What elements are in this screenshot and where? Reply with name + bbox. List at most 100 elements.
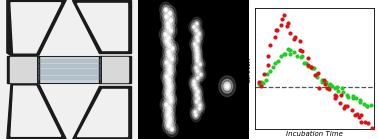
Circle shape bbox=[167, 53, 172, 58]
Point bbox=[345, 96, 352, 98]
Circle shape bbox=[165, 86, 173, 95]
Point bbox=[350, 95, 356, 97]
Circle shape bbox=[198, 70, 204, 79]
Point bbox=[256, 83, 262, 85]
Point bbox=[309, 66, 315, 69]
Circle shape bbox=[167, 26, 169, 28]
Circle shape bbox=[164, 79, 176, 95]
Circle shape bbox=[169, 12, 171, 14]
Circle shape bbox=[196, 39, 200, 43]
Circle shape bbox=[196, 104, 203, 113]
Circle shape bbox=[191, 24, 202, 37]
Circle shape bbox=[200, 64, 201, 65]
Circle shape bbox=[195, 94, 202, 103]
Circle shape bbox=[169, 44, 177, 53]
Point bbox=[332, 94, 338, 96]
Circle shape bbox=[166, 41, 179, 56]
Circle shape bbox=[165, 104, 167, 106]
Circle shape bbox=[163, 12, 170, 22]
Circle shape bbox=[162, 5, 170, 15]
Circle shape bbox=[166, 25, 170, 30]
Circle shape bbox=[200, 74, 201, 75]
Bar bbox=[7, 56, 39, 83]
Circle shape bbox=[194, 84, 195, 86]
Circle shape bbox=[192, 108, 198, 116]
Point bbox=[326, 88, 332, 90]
Circle shape bbox=[196, 90, 200, 94]
Point bbox=[270, 66, 276, 68]
Circle shape bbox=[167, 78, 171, 83]
Circle shape bbox=[163, 37, 175, 53]
Circle shape bbox=[194, 86, 198, 90]
Circle shape bbox=[198, 33, 200, 35]
Circle shape bbox=[195, 66, 198, 70]
Point bbox=[305, 65, 311, 67]
Circle shape bbox=[166, 16, 167, 18]
Circle shape bbox=[165, 94, 177, 109]
Circle shape bbox=[195, 58, 206, 71]
Point bbox=[264, 73, 270, 75]
Circle shape bbox=[193, 98, 200, 106]
Circle shape bbox=[165, 23, 177, 39]
Circle shape bbox=[197, 70, 198, 72]
Polygon shape bbox=[7, 83, 66, 139]
Circle shape bbox=[164, 6, 176, 21]
Circle shape bbox=[194, 74, 201, 82]
Point bbox=[265, 55, 271, 57]
Point bbox=[341, 107, 347, 109]
Point bbox=[358, 114, 364, 117]
Circle shape bbox=[189, 21, 199, 33]
Polygon shape bbox=[72, 0, 131, 53]
Point bbox=[265, 64, 271, 66]
Point bbox=[297, 49, 303, 51]
Point bbox=[298, 56, 304, 59]
Circle shape bbox=[195, 36, 201, 45]
Circle shape bbox=[192, 44, 202, 57]
Point bbox=[315, 71, 321, 74]
Bar bbox=[37, 56, 101, 83]
Circle shape bbox=[169, 99, 173, 104]
Circle shape bbox=[195, 49, 198, 53]
Point bbox=[299, 50, 305, 52]
Circle shape bbox=[168, 111, 170, 113]
Circle shape bbox=[194, 113, 198, 117]
Circle shape bbox=[171, 58, 173, 60]
Point bbox=[314, 73, 320, 75]
Circle shape bbox=[164, 65, 176, 81]
Circle shape bbox=[166, 51, 178, 67]
Point bbox=[305, 57, 311, 59]
Circle shape bbox=[164, 102, 168, 107]
Circle shape bbox=[194, 50, 201, 58]
Circle shape bbox=[162, 108, 174, 123]
Circle shape bbox=[164, 89, 172, 99]
Circle shape bbox=[199, 108, 200, 110]
Circle shape bbox=[165, 117, 173, 127]
Circle shape bbox=[224, 82, 231, 90]
Circle shape bbox=[193, 43, 200, 52]
Circle shape bbox=[166, 113, 170, 118]
Circle shape bbox=[194, 47, 200, 55]
Circle shape bbox=[191, 23, 197, 31]
Point bbox=[308, 65, 314, 68]
Polygon shape bbox=[77, 89, 127, 136]
Point bbox=[301, 62, 307, 64]
Circle shape bbox=[161, 29, 169, 39]
Circle shape bbox=[164, 121, 172, 131]
Point bbox=[284, 25, 290, 27]
Bar bbox=[101, 57, 128, 82]
Circle shape bbox=[195, 45, 198, 49]
Point bbox=[333, 94, 339, 97]
Circle shape bbox=[168, 70, 172, 75]
Point bbox=[339, 87, 345, 89]
Polygon shape bbox=[11, 86, 61, 136]
Circle shape bbox=[168, 64, 172, 69]
Circle shape bbox=[192, 65, 203, 78]
Circle shape bbox=[198, 62, 202, 67]
Circle shape bbox=[197, 53, 198, 55]
Circle shape bbox=[160, 2, 172, 17]
Circle shape bbox=[164, 33, 166, 35]
Circle shape bbox=[168, 95, 172, 100]
Circle shape bbox=[165, 39, 169, 44]
Circle shape bbox=[194, 43, 195, 45]
Point bbox=[274, 60, 280, 62]
